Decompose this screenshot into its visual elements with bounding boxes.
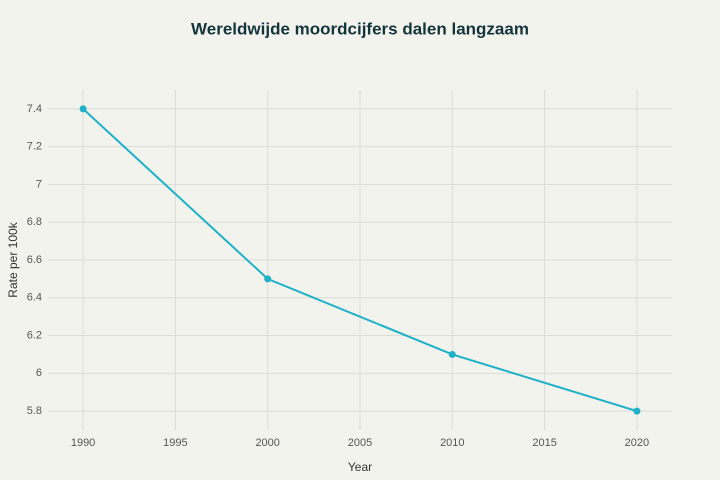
- y-tick-label: 7.2: [27, 141, 42, 153]
- x-tick-label: 2015: [532, 437, 556, 449]
- x-tick-label: 2020: [625, 437, 649, 449]
- y-tick-label: 7.4: [27, 103, 42, 115]
- x-tick-label: 2005: [348, 437, 372, 449]
- y-tick-label: 6: [36, 367, 42, 379]
- y-tick-label: 6.4: [27, 292, 42, 304]
- x-tick-label: 1990: [71, 437, 95, 449]
- y-tick-label: 6.8: [27, 216, 42, 228]
- y-tick-label: 6.6: [27, 254, 42, 266]
- y-tick-label: 7: [36, 178, 42, 190]
- y-tick-label: 5.8: [27, 405, 42, 417]
- chart-title: Wereldwijde moordcijfers dalen langzaam: [191, 19, 529, 38]
- line: [82, 108, 638, 413]
- x-axis-title: Year: [348, 460, 372, 474]
- x-tick-label: 2010: [440, 437, 464, 449]
- y-axis-title: Rate per 100k: [6, 221, 20, 297]
- point: [264, 275, 272, 283]
- point: [633, 407, 641, 415]
- y-tick-label: 6.2: [27, 329, 42, 341]
- point: [448, 350, 456, 358]
- x-tick-label: 2000: [255, 437, 279, 449]
- point: [79, 105, 87, 113]
- x-tick-label: 1995: [163, 437, 187, 449]
